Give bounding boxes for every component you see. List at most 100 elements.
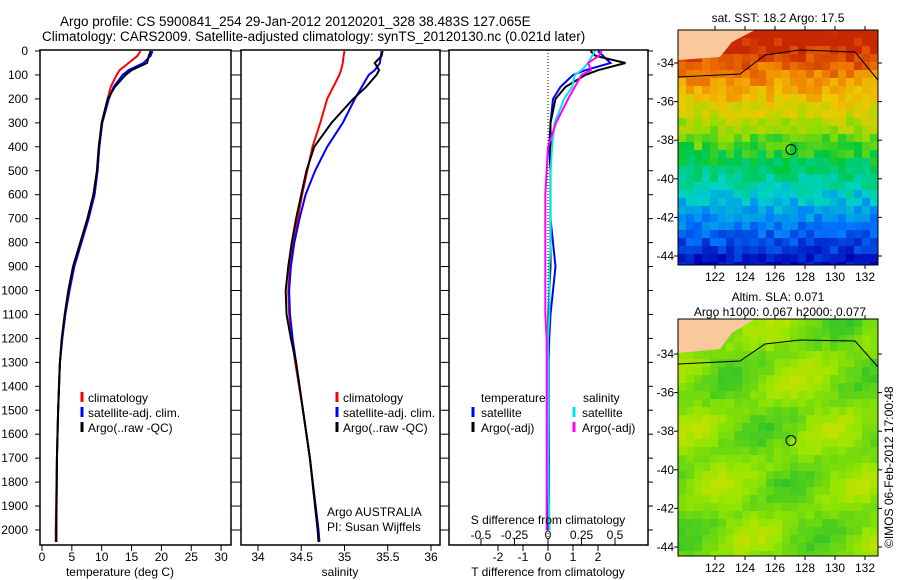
map-cell bbox=[766, 214, 774, 222]
map-cell bbox=[694, 150, 702, 158]
map-cell bbox=[830, 238, 838, 246]
map-cell bbox=[726, 431, 734, 439]
map-cell bbox=[774, 399, 782, 407]
map-cell bbox=[702, 62, 710, 70]
map-cell bbox=[854, 439, 862, 447]
depth-tick-label: 1300 bbox=[1, 355, 28, 369]
map-cell bbox=[678, 150, 686, 158]
map-cell bbox=[846, 238, 854, 246]
map-cell bbox=[734, 479, 742, 487]
figure-title-line1: Argo profile: CS 5900841_254 29-Jan-2012… bbox=[60, 14, 531, 29]
map-cell bbox=[710, 238, 718, 246]
map-cell bbox=[846, 174, 854, 182]
map-cell bbox=[734, 551, 742, 556]
map-cell bbox=[726, 439, 734, 447]
map-cell bbox=[766, 238, 774, 246]
map-cell bbox=[830, 327, 838, 335]
map-cell bbox=[862, 118, 870, 126]
map-cell bbox=[694, 447, 702, 455]
map-cell bbox=[758, 423, 766, 431]
map-cell bbox=[846, 182, 854, 190]
lon-tick-label: 132 bbox=[855, 561, 875, 575]
map-cell bbox=[742, 351, 750, 359]
map-cell bbox=[798, 94, 806, 102]
map-cell bbox=[678, 351, 686, 359]
map-cell bbox=[734, 150, 742, 158]
map-cell bbox=[846, 230, 854, 238]
map-cell bbox=[758, 166, 766, 174]
map-cell bbox=[782, 511, 790, 519]
map-cell bbox=[734, 86, 742, 94]
map-cell bbox=[838, 102, 846, 110]
map-cell bbox=[734, 439, 742, 447]
map-cell bbox=[694, 238, 702, 246]
map-cell bbox=[686, 479, 694, 487]
map-cell bbox=[782, 166, 790, 174]
xtick-label: 25 bbox=[185, 550, 199, 564]
map-cell bbox=[782, 335, 790, 343]
map-cell bbox=[742, 166, 750, 174]
map-cell bbox=[822, 455, 830, 463]
map-cell bbox=[814, 471, 822, 479]
map-cell bbox=[694, 246, 702, 254]
map-cell bbox=[870, 551, 878, 556]
map-cell bbox=[870, 142, 878, 150]
map-cell bbox=[782, 214, 790, 222]
map-cell bbox=[798, 222, 806, 230]
map-cell bbox=[838, 367, 846, 375]
map-cell bbox=[766, 447, 774, 455]
map-cell bbox=[782, 94, 790, 102]
map-cell bbox=[742, 158, 750, 166]
map-cell bbox=[790, 479, 798, 487]
map-cell bbox=[806, 407, 814, 415]
lon-tick-label: 126 bbox=[765, 270, 785, 284]
map-cell bbox=[758, 511, 766, 519]
map-cell bbox=[870, 511, 878, 519]
map-cell bbox=[830, 70, 838, 78]
map-cell bbox=[678, 126, 686, 134]
map-cell bbox=[702, 86, 710, 94]
map-cell bbox=[718, 383, 726, 391]
map-cell bbox=[822, 206, 830, 214]
map-cell bbox=[774, 126, 782, 134]
map-cell bbox=[846, 399, 854, 407]
map-cell bbox=[726, 54, 734, 62]
map-cell bbox=[822, 38, 830, 46]
map-cell bbox=[806, 359, 814, 367]
map-cell bbox=[846, 118, 854, 126]
map-cell bbox=[702, 214, 710, 222]
map-cell bbox=[726, 150, 734, 158]
map-cell bbox=[814, 198, 822, 206]
map-cell bbox=[678, 246, 686, 254]
map-cell bbox=[838, 343, 846, 351]
map-cell bbox=[870, 327, 878, 335]
map-cell bbox=[814, 495, 822, 503]
map-cell bbox=[766, 222, 774, 230]
map-cell bbox=[854, 150, 862, 158]
map-cell bbox=[734, 262, 742, 265]
xtick-label: -2 bbox=[493, 550, 504, 564]
map-cell bbox=[822, 327, 830, 335]
map-cell bbox=[758, 174, 766, 182]
map-cell bbox=[750, 527, 758, 535]
map-cell bbox=[750, 94, 758, 102]
depth-tick-label: 1200 bbox=[1, 331, 28, 345]
map-cell bbox=[782, 535, 790, 543]
map-cell bbox=[718, 471, 726, 479]
map-cell bbox=[758, 78, 766, 86]
map-cell bbox=[806, 511, 814, 519]
map-cell bbox=[734, 527, 742, 535]
map-cell bbox=[870, 38, 878, 46]
map-cell bbox=[734, 423, 742, 431]
map-cell bbox=[862, 166, 870, 174]
map-cell bbox=[766, 190, 774, 198]
map-cell bbox=[782, 206, 790, 214]
map-cell bbox=[854, 126, 862, 134]
map-cell bbox=[862, 238, 870, 246]
map-cell bbox=[678, 214, 686, 222]
map-cell bbox=[830, 198, 838, 206]
map-cell bbox=[694, 471, 702, 479]
map-cell bbox=[686, 62, 694, 70]
map-cell bbox=[854, 447, 862, 455]
